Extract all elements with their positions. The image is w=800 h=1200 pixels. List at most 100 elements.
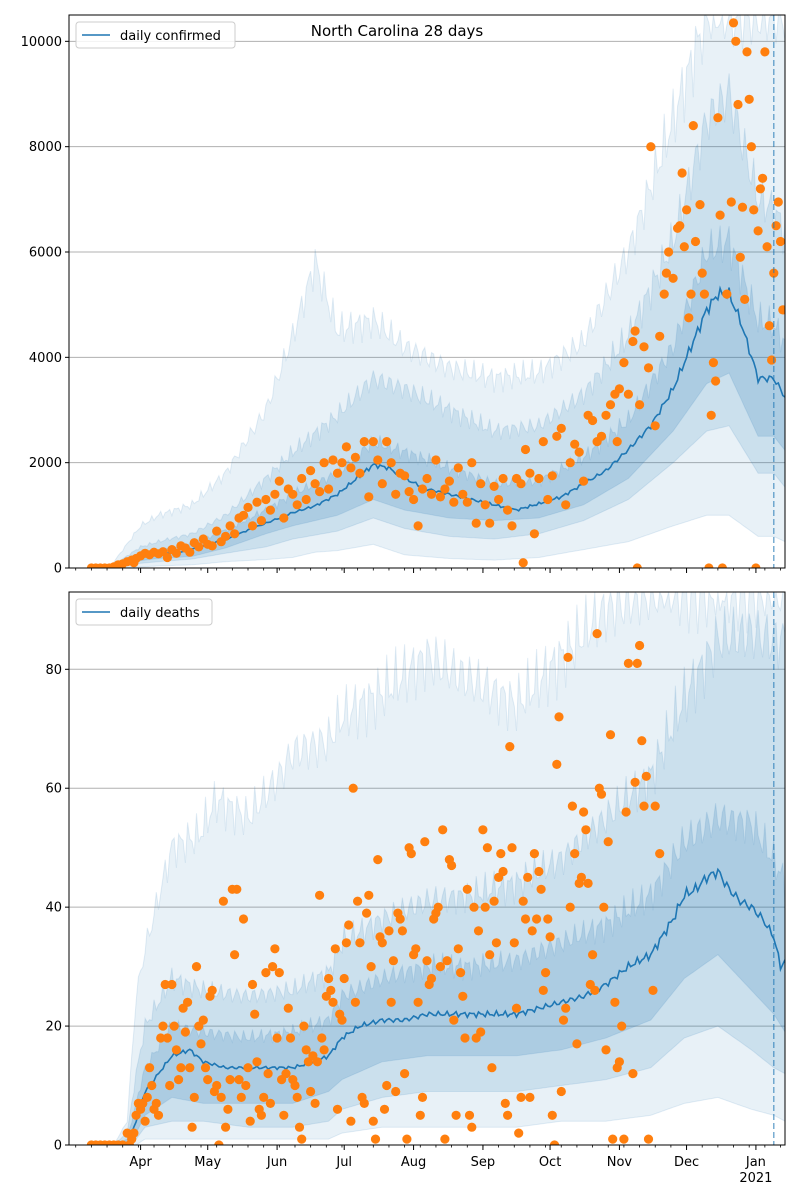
data-point: [536, 884, 546, 894]
data-point: [330, 944, 340, 954]
data-point: [650, 801, 660, 811]
data-point: [292, 500, 302, 510]
x-tick-label: Aug: [401, 1155, 426, 1170]
data-point: [415, 1110, 425, 1120]
data-point: [494, 494, 504, 505]
y-tick-label: 40: [45, 901, 62, 916]
data-point: [511, 1003, 522, 1013]
x-tick-label: May: [194, 1155, 221, 1170]
data-point: [677, 168, 687, 178]
data-point: [147, 1080, 157, 1091]
data-point: [588, 950, 598, 960]
data-point: [285, 1033, 296, 1043]
data-point: [384, 926, 394, 936]
data-point: [545, 932, 555, 942]
data-point: [507, 521, 517, 531]
y-tick-label: 8000: [29, 140, 62, 155]
data-point: [404, 487, 414, 497]
data-point: [771, 221, 781, 231]
data-point: [218, 896, 228, 906]
data-point: [279, 1110, 289, 1120]
data-point: [507, 843, 517, 853]
y-tick-label: 10000: [21, 35, 62, 50]
data-point: [158, 1021, 168, 1031]
data-point: [514, 1128, 524, 1138]
data-point: [646, 142, 656, 152]
data-point: [339, 973, 349, 984]
data-point: [274, 476, 284, 486]
data-point: [503, 1110, 513, 1120]
data-point: [366, 962, 376, 972]
data-point: [395, 914, 405, 924]
data-point: [183, 997, 193, 1007]
data-point: [397, 926, 407, 936]
data-point: [268, 962, 278, 972]
data-point: [565, 458, 575, 468]
data-point: [762, 242, 772, 252]
data-point: [216, 1092, 226, 1102]
data-point: [599, 902, 609, 912]
data-point: [238, 510, 249, 520]
data-point: [679, 242, 689, 252]
data-point: [359, 437, 369, 447]
data-point: [630, 777, 640, 787]
plot-area: [86, 592, 785, 1145]
data-point: [315, 890, 325, 900]
legend-box: [75, 598, 213, 626]
data-point: [520, 444, 531, 455]
data-point: [191, 962, 202, 972]
data-point: [778, 305, 785, 315]
data-point: [561, 500, 571, 510]
data-point: [708, 358, 719, 368]
data-point: [449, 497, 459, 507]
data-point: [259, 1092, 269, 1102]
data-point: [359, 1098, 369, 1108]
data-point: [370, 1134, 381, 1144]
data-point: [538, 985, 548, 996]
data-point: [171, 1045, 181, 1055]
data-point: [767, 355, 777, 365]
data-point: [272, 1033, 282, 1043]
data-point: [735, 252, 745, 262]
data-point: [554, 712, 564, 722]
data-point: [525, 468, 535, 478]
data-point: [232, 884, 242, 894]
data-point: [129, 1128, 139, 1138]
data-point: [283, 1003, 293, 1013]
data-point: [247, 979, 258, 990]
y-tick-label: 4000: [29, 351, 62, 366]
data-point: [417, 484, 428, 494]
data-point: [270, 489, 280, 499]
data-point: [717, 563, 727, 568]
data-point: [301, 494, 311, 505]
data-point: [556, 1086, 566, 1097]
data-point: [458, 489, 468, 499]
data-point: [532, 914, 542, 924]
data-point: [364, 492, 374, 502]
data-point: [241, 1080, 251, 1091]
data-point: [547, 1110, 557, 1120]
data-point: [294, 1122, 305, 1132]
data-point: [740, 294, 750, 304]
data-points: [86, 18, 785, 568]
x-tick-label: Apr: [129, 1155, 152, 1170]
data-point: [382, 1080, 392, 1091]
data-point: [755, 184, 766, 194]
data-point: [261, 494, 271, 505]
data-point: [552, 759, 562, 770]
data-point: [198, 1015, 208, 1025]
data-point: [639, 801, 649, 811]
y-tick-label: 60: [45, 782, 62, 797]
data-point: [688, 121, 698, 131]
data-point: [214, 1140, 224, 1145]
data-point: [165, 1080, 175, 1091]
data-point: [769, 268, 779, 278]
y-tick-label: 6000: [29, 246, 62, 261]
data-point: [749, 205, 759, 215]
data-point: [256, 1110, 266, 1120]
data-point: [581, 825, 591, 835]
data-point: [518, 896, 528, 906]
data-point: [319, 1045, 329, 1055]
data-point: [348, 783, 358, 793]
data-point: [245, 1116, 255, 1126]
